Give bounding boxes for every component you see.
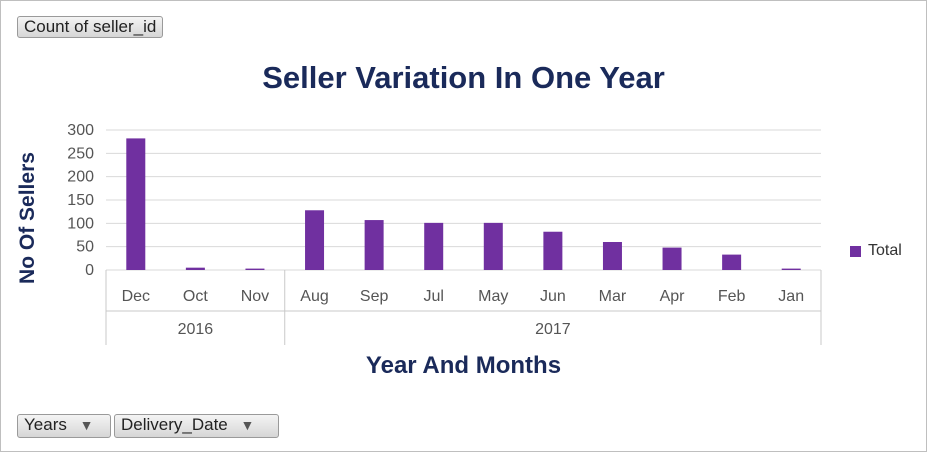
funnel-icon[interactable]: ▼ bbox=[79, 417, 94, 433]
y-tick-label: 0 bbox=[85, 262, 94, 279]
x-tick-label: Jun bbox=[540, 288, 566, 305]
x-tick-label: Mar bbox=[599, 288, 627, 305]
bar bbox=[364, 220, 384, 270]
bar bbox=[126, 138, 146, 270]
bar bbox=[722, 254, 742, 270]
x-tick-label: May bbox=[478, 288, 508, 305]
legend-swatch bbox=[850, 245, 861, 257]
value-field-label: Count of seller_id bbox=[24, 17, 157, 36]
bar bbox=[185, 267, 205, 270]
bar bbox=[424, 222, 444, 270]
x-tick-label: Feb bbox=[718, 288, 746, 305]
x-tick-label: Sep bbox=[360, 288, 389, 305]
x-tick-label: Apr bbox=[660, 288, 686, 305]
x-tick-label: Oct bbox=[183, 288, 208, 305]
y-tick-label: 100 bbox=[67, 215, 94, 232]
funnel-icon[interactable]: ▼ bbox=[240, 417, 255, 433]
x-tick-label: Jan bbox=[778, 288, 804, 305]
years-field-button[interactable]: Years ▼ bbox=[17, 414, 111, 438]
x-group-label: 2016 bbox=[178, 321, 214, 338]
bar bbox=[483, 222, 503, 270]
y-tick-label: 250 bbox=[67, 145, 94, 162]
x-tick-label: Nov bbox=[241, 288, 269, 305]
bar bbox=[543, 231, 563, 270]
legend-label: Total bbox=[868, 242, 902, 259]
x-tick-label: Jul bbox=[423, 288, 443, 305]
y-tick-label: 200 bbox=[67, 169, 94, 186]
bar bbox=[602, 242, 622, 270]
bar bbox=[245, 268, 265, 270]
delivery-date-field-button[interactable]: Delivery_Date ▼ bbox=[114, 414, 279, 438]
y-tick-label: 50 bbox=[76, 239, 94, 256]
x-axis-title: Year And Months bbox=[365, 352, 562, 379]
bar bbox=[305, 210, 325, 270]
years-field-label: Years bbox=[24, 415, 67, 434]
bar bbox=[662, 247, 682, 270]
delivery-date-field-label: Delivery_Date bbox=[121, 415, 228, 434]
bar bbox=[781, 268, 801, 270]
legend: Total bbox=[850, 242, 902, 260]
x-tick-label: Dec bbox=[122, 288, 150, 305]
value-field-button[interactable]: Count of seller_id bbox=[17, 16, 164, 38]
y-tick-label: 300 bbox=[67, 122, 94, 139]
x-group-label: 2017 bbox=[535, 321, 571, 338]
y-tick-label: 150 bbox=[67, 192, 94, 209]
chart-title: Seller Variation In One Year bbox=[262, 60, 665, 95]
x-tick-label: Aug bbox=[300, 288, 328, 305]
